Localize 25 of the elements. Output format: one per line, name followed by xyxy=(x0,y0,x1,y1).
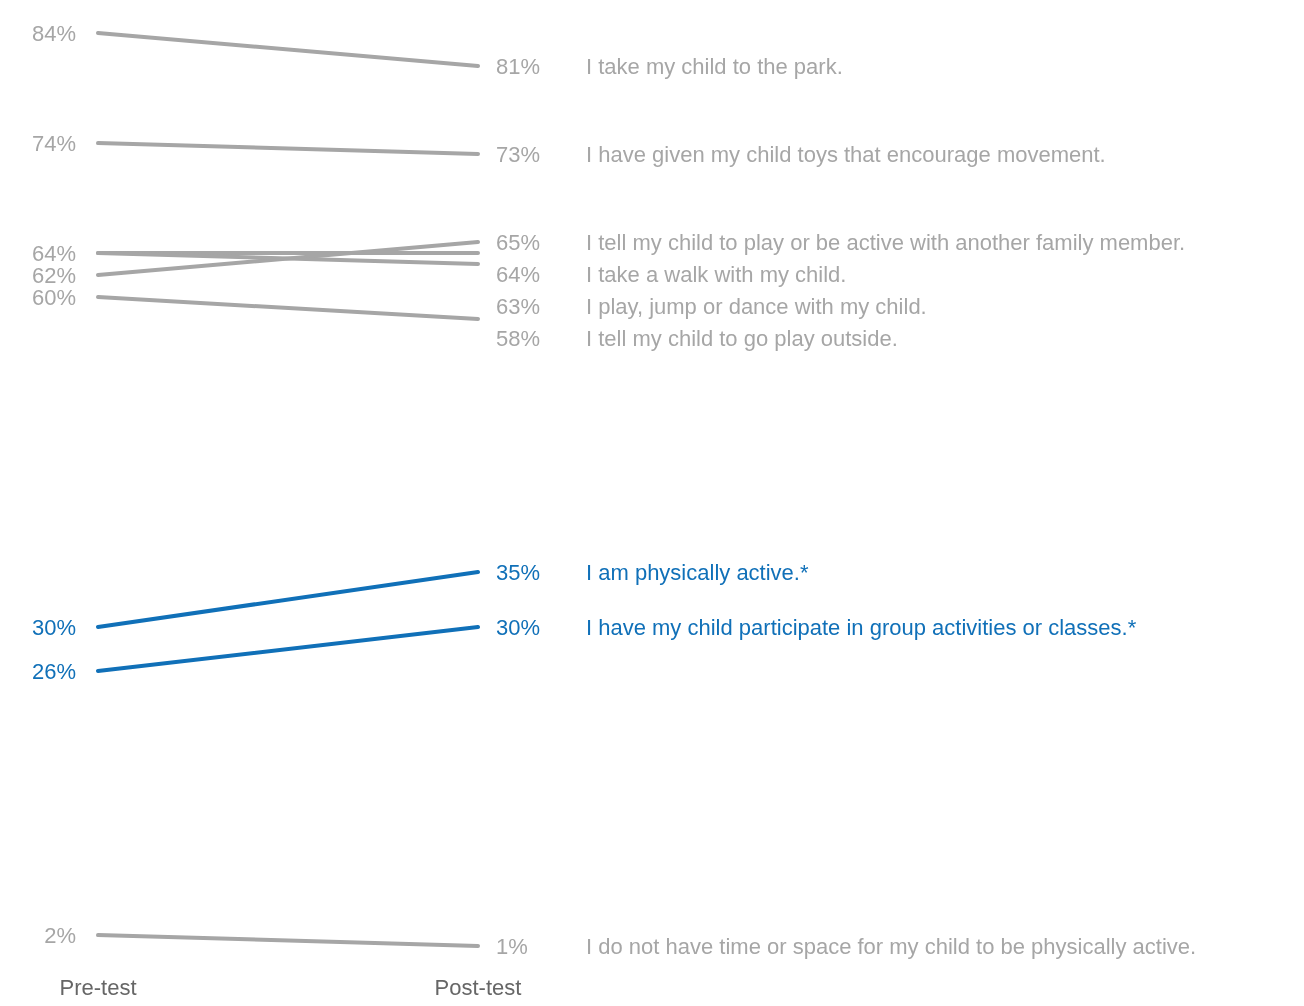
x-tick-label: Pre-test xyxy=(59,974,137,1000)
text: I take a walk with my child. xyxy=(586,261,847,287)
data-label: 35% xyxy=(496,559,541,585)
data-label: 30% xyxy=(31,614,76,640)
data-label: 30% xyxy=(496,614,541,640)
data-label: 65% xyxy=(496,229,541,255)
data-label: 73% xyxy=(496,141,541,167)
data-label: 81% xyxy=(496,53,541,79)
text: I have given my child toys that encourage movement. xyxy=(586,141,1106,167)
data-label: 1% xyxy=(496,933,528,959)
text: I take my child to the park. xyxy=(586,53,843,79)
text: I do not have time or space for my child to be physically active. xyxy=(586,933,1197,959)
data-label: 2% xyxy=(44,922,76,948)
text: I have my child participate in group activities or classes.* xyxy=(586,614,1137,640)
data-label: 74% xyxy=(31,130,76,156)
text: I tell my child to play or be active with another family member. xyxy=(586,229,1186,255)
data-label: 26% xyxy=(31,658,76,684)
data-label: 84% xyxy=(31,20,76,46)
text: I tell my child to go play outside. xyxy=(586,325,898,351)
text: I play, jump or dance with my child. xyxy=(586,293,927,319)
x-tick-label: Post-test xyxy=(434,974,522,1000)
data-label: 63% xyxy=(496,293,541,319)
text: I am physically active.* xyxy=(586,559,809,585)
data-label: 64% xyxy=(496,261,541,287)
data-label: 58% xyxy=(496,325,541,351)
